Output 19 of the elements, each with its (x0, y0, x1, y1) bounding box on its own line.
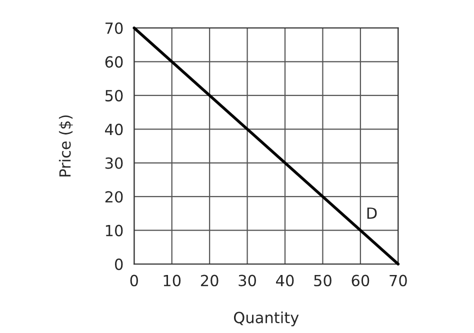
y-tick-label: 60 (105, 56, 123, 68)
x-tick-label: 70 (390, 274, 407, 286)
y-tick-label: 30 (105, 157, 123, 169)
x-tick-label: 0 (130, 274, 138, 286)
x-tick-label: 50 (314, 274, 332, 286)
x-tick-label: 30 (238, 274, 256, 286)
y-tick-label: 20 (105, 191, 123, 203)
y-tick-label: 0 (115, 258, 123, 270)
x-tick-label: 60 (352, 274, 370, 286)
y-tick-label: 50 (105, 90, 123, 102)
x-axis-title: Quantity (234, 311, 299, 326)
annotation: D (367, 208, 377, 219)
x-tick-label: 10 (164, 274, 181, 286)
y-tick-label: 10 (106, 224, 123, 236)
x-tick-label: 20 (200, 274, 218, 286)
x-tick-label: 40 (276, 274, 294, 286)
y-tick-label: 70 (106, 22, 123, 34)
y-axis-title: Price ($) (58, 115, 73, 176)
y-tick-label: 40 (105, 124, 123, 136)
